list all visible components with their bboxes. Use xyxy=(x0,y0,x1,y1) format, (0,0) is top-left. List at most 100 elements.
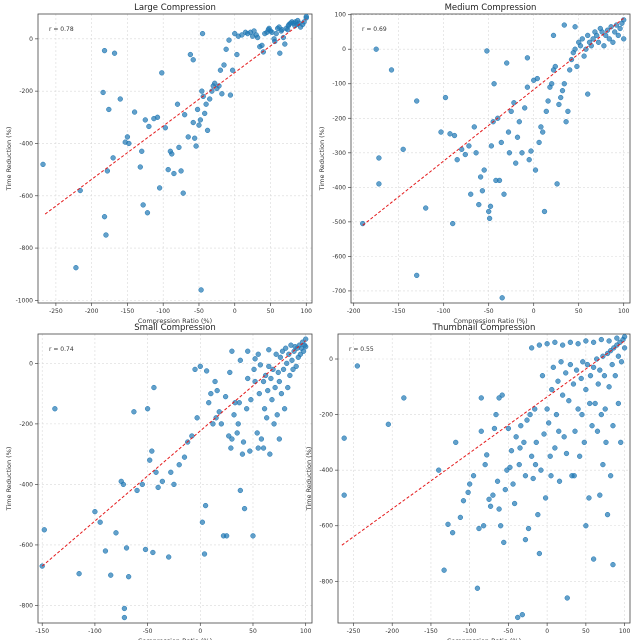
data-point xyxy=(610,39,616,45)
data-point xyxy=(466,143,472,149)
data-point xyxy=(567,361,574,368)
data-point xyxy=(436,467,442,473)
data-point xyxy=(165,166,171,173)
data-point xyxy=(219,91,225,97)
data-point xyxy=(198,287,204,293)
data-point xyxy=(457,514,464,521)
data-point xyxy=(490,492,496,498)
data-point xyxy=(606,384,612,390)
data-point xyxy=(498,523,504,529)
data-point xyxy=(401,395,407,401)
data-point xyxy=(603,439,609,446)
data-point xyxy=(595,381,601,387)
x-tick-label: 50 xyxy=(267,308,275,315)
data-point xyxy=(577,43,584,49)
data-point xyxy=(214,387,220,394)
data-point xyxy=(571,473,577,479)
data-point xyxy=(549,386,555,393)
data-point xyxy=(162,125,168,131)
data-point xyxy=(190,119,196,126)
data-point xyxy=(131,409,137,415)
data-point xyxy=(501,191,507,197)
data-point xyxy=(453,439,459,446)
data-point xyxy=(548,473,554,479)
data-point xyxy=(185,134,191,140)
y-tick-label: -800 xyxy=(19,245,33,252)
data-point xyxy=(279,348,286,354)
data-point xyxy=(303,344,309,350)
x-tick-label: 100 xyxy=(300,628,312,635)
chart-panel-1: -250 -200 -150 -100 -50 0 50 100 -1000 -800 -600 -4… xyxy=(5,3,313,325)
data-point xyxy=(256,390,262,397)
data-point xyxy=(598,336,604,343)
data-point xyxy=(52,406,58,412)
data-point xyxy=(532,167,539,173)
data-point xyxy=(581,439,587,446)
data-point xyxy=(536,550,543,557)
data-point xyxy=(601,43,607,49)
data-point xyxy=(159,478,166,485)
data-point xyxy=(511,100,517,106)
x-axis-label: Compression Ratio (%) xyxy=(138,637,212,640)
data-point xyxy=(499,295,505,301)
data-point xyxy=(558,359,564,365)
data-point xyxy=(229,67,236,73)
plot-frame xyxy=(37,333,313,624)
data-point xyxy=(484,452,490,458)
data-point xyxy=(552,63,558,70)
y-tick-label: -600 xyxy=(332,253,346,260)
data-point xyxy=(202,502,209,509)
data-point xyxy=(239,451,246,457)
data-point xyxy=(373,46,379,52)
data-point xyxy=(540,129,546,135)
data-point xyxy=(240,439,247,445)
x-tick-label: -100 xyxy=(88,628,102,635)
data-point xyxy=(550,364,556,370)
data-point xyxy=(139,148,145,154)
data-point xyxy=(187,51,194,58)
data-point xyxy=(482,461,488,468)
data-point xyxy=(266,347,272,353)
data-point xyxy=(538,467,544,473)
data-point xyxy=(204,127,211,134)
data-point xyxy=(510,481,516,487)
data-point xyxy=(547,453,553,459)
scatter-points xyxy=(341,334,628,621)
data-point xyxy=(245,348,251,354)
data-point xyxy=(275,369,281,376)
data-point xyxy=(501,539,507,546)
data-point xyxy=(176,462,182,468)
data-point xyxy=(108,572,114,578)
data-point xyxy=(250,533,256,539)
data-point xyxy=(267,451,273,457)
x-tick-label: 100 xyxy=(301,308,313,315)
x-tick-label: -50 xyxy=(194,308,204,315)
data-point xyxy=(481,167,487,173)
data-point xyxy=(438,129,444,135)
data-point xyxy=(134,487,140,494)
data-point xyxy=(293,363,299,370)
data-point xyxy=(599,29,605,35)
data-point xyxy=(527,411,533,418)
data-point xyxy=(565,108,571,115)
data-point xyxy=(121,614,128,621)
data-point xyxy=(168,469,174,475)
data-point xyxy=(496,395,502,401)
data-point xyxy=(559,88,566,94)
data-point xyxy=(271,421,277,427)
data-point xyxy=(203,101,209,107)
data-point xyxy=(617,25,623,32)
data-point xyxy=(603,32,609,39)
data-point xyxy=(229,348,235,354)
trend-line xyxy=(44,18,307,215)
panel-title: Large Compression xyxy=(134,3,216,13)
data-point xyxy=(519,612,525,618)
data-point xyxy=(303,13,309,20)
data-point xyxy=(273,351,279,357)
data-point xyxy=(473,150,479,156)
data-point xyxy=(580,359,586,365)
data-point xyxy=(524,84,531,90)
data-point xyxy=(528,453,535,459)
data-point xyxy=(166,554,172,560)
